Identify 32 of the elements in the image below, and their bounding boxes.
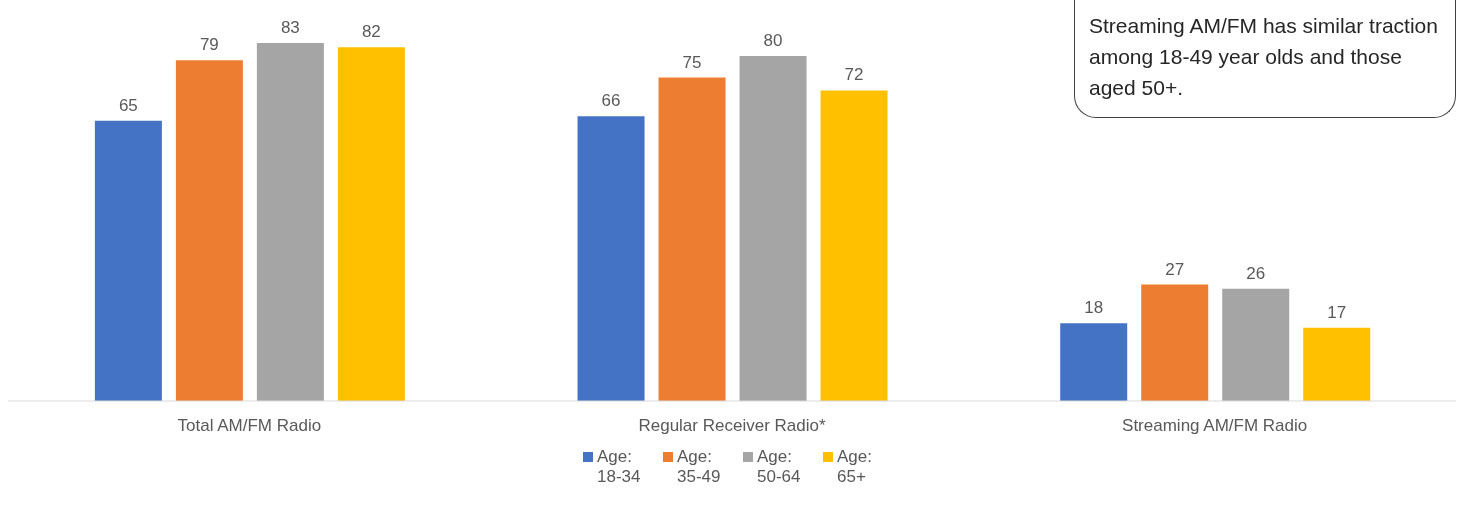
bar: [1141, 284, 1209, 401]
data-label: 80: [763, 30, 783, 50]
x-tick-label: Regular Receiver Radio*: [638, 416, 826, 436]
data-label: 83: [280, 18, 300, 37]
data-label: 65: [118, 95, 138, 115]
data-label: 18: [1084, 298, 1104, 318]
bar: [1222, 288, 1290, 401]
data-label: 82: [361, 22, 381, 42]
data-label: 79: [199, 35, 219, 55]
bar: [658, 77, 726, 401]
legend-label: Age: 50-64: [757, 447, 801, 487]
x-tick-label: Total AM/FM Radio: [177, 416, 322, 436]
bar: [256, 43, 324, 401]
data-label: 27: [1165, 259, 1185, 279]
bar: [337, 47, 405, 401]
data-label: 17: [1327, 302, 1347, 322]
legend-label: Age: 35-49: [677, 447, 721, 487]
data-label: 75: [682, 52, 702, 72]
bar: [577, 116, 645, 401]
bar: [175, 60, 243, 401]
bar: [1060, 323, 1128, 401]
legend-label: Age: 18-34: [597, 447, 641, 487]
data-label: 66: [601, 91, 621, 111]
bar: [94, 120, 162, 401]
annotation: Streaming AM/FM has similar traction among 18-49 year olds and those aged 50+.: [1074, 0, 1456, 118]
legend-label: Age: 65+: [837, 447, 873, 487]
x-tick-label: Streaming AM/FM Radio: [1122, 416, 1308, 436]
bar: [820, 90, 888, 401]
bar: [739, 55, 807, 401]
bar: [1303, 327, 1371, 401]
data-label: 26: [1246, 263, 1266, 283]
data-label: 72: [844, 65, 864, 85]
